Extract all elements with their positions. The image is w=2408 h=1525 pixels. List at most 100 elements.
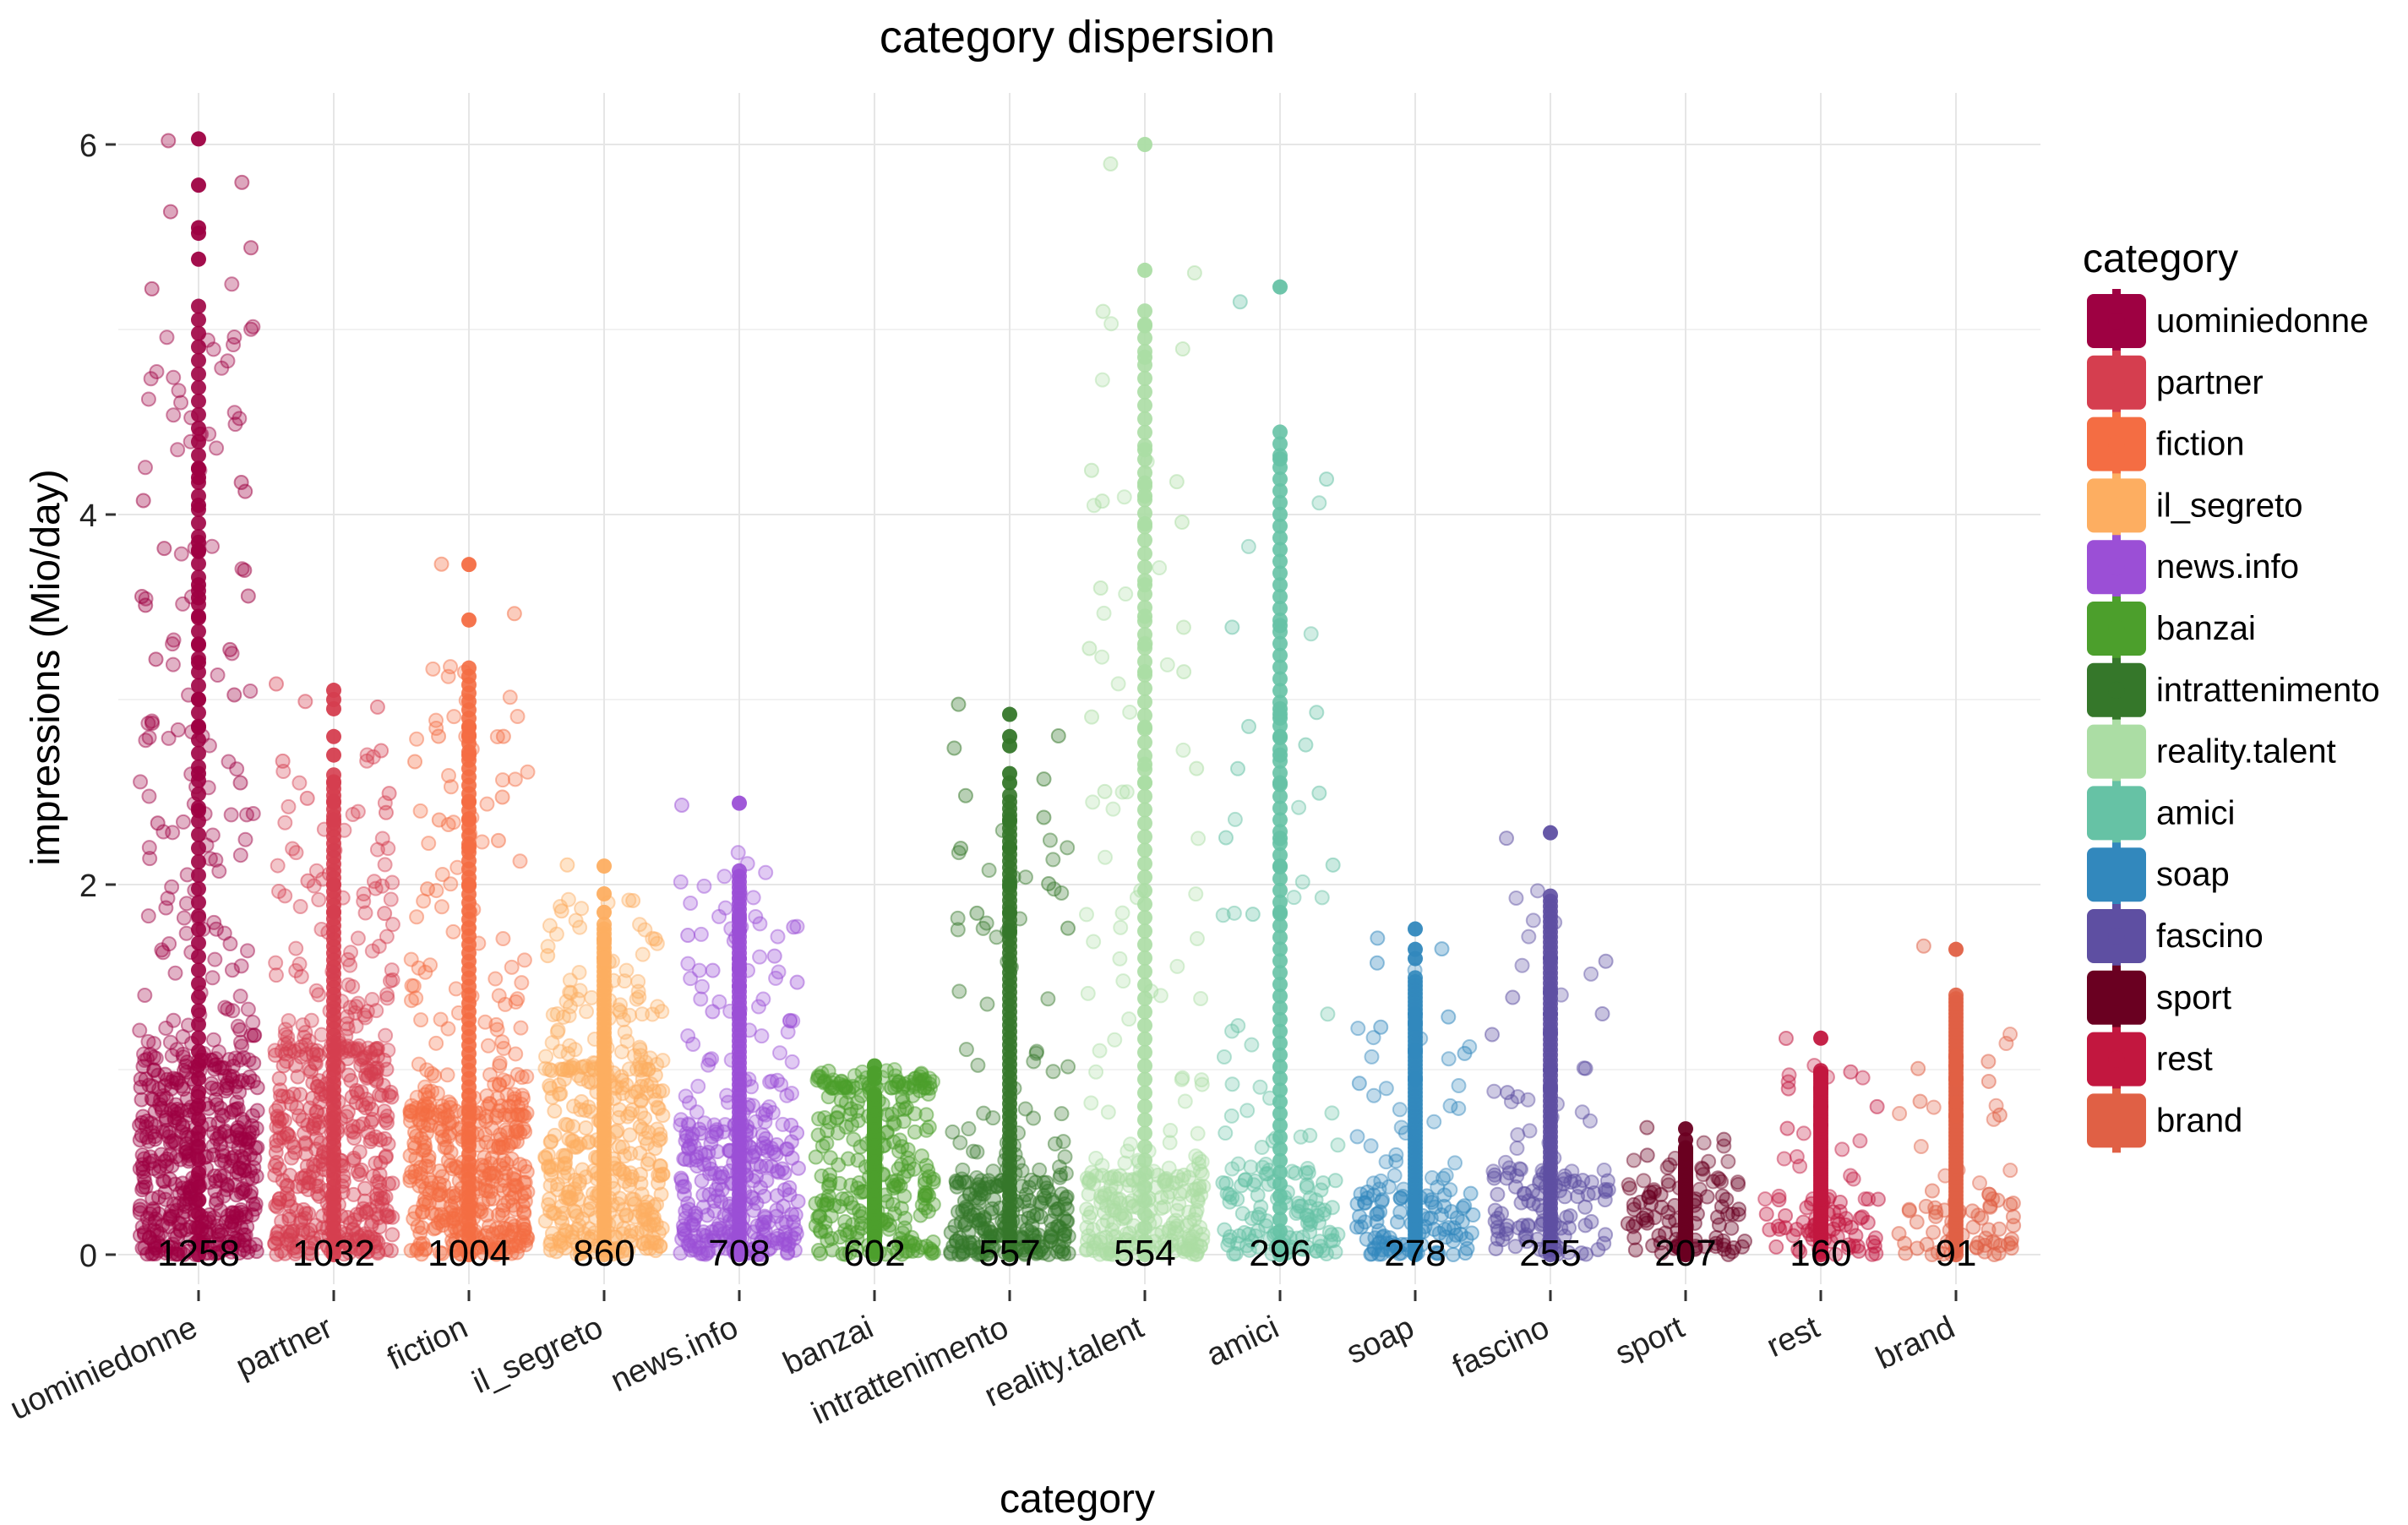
- outlier-point-jitter: [1917, 940, 1931, 953]
- data-point-center: [867, 1087, 882, 1102]
- data-point: [513, 854, 526, 868]
- data-point: [422, 836, 435, 850]
- data-point: [384, 1244, 398, 1257]
- data-point: [167, 634, 181, 647]
- data-point: [1195, 1073, 1208, 1087]
- data-point: [511, 710, 525, 723]
- data-point: [1100, 1199, 1114, 1212]
- data-point: [447, 815, 460, 829]
- data-point: [553, 1044, 567, 1058]
- data-point: [500, 1088, 514, 1102]
- data-point: [1152, 561, 1166, 575]
- data-point-center: [191, 841, 206, 856]
- data-point-center: [1137, 1059, 1152, 1074]
- data-point: [1518, 1187, 1532, 1201]
- data-point: [1513, 1162, 1527, 1175]
- data-point: [1251, 1211, 1265, 1224]
- data-point: [1218, 1223, 1231, 1237]
- data-point: [433, 1197, 446, 1211]
- outlier-point-jitter: [1219, 831, 1233, 844]
- data-point-center: [1137, 1139, 1152, 1154]
- data-point: [1721, 1155, 1735, 1168]
- data-point: [1041, 992, 1054, 1005]
- outlier-point: [1543, 1062, 1558, 1077]
- outlier-point-jitter: [1844, 1065, 1857, 1079]
- data-point-center: [191, 895, 206, 910]
- data-point: [1239, 1174, 1252, 1187]
- outlier-point: [1272, 905, 1288, 920]
- data-points: [133, 131, 2020, 1262]
- outlier-point-jitter: [1911, 1062, 1925, 1076]
- data-point: [760, 1159, 773, 1173]
- data-point: [548, 1104, 561, 1118]
- data-point: [1926, 1184, 1939, 1197]
- outlier-point-jitter: [791, 976, 804, 989]
- data-point: [218, 1000, 232, 1014]
- outlier-point: [732, 1006, 747, 1021]
- outlier-point-jitter: [1914, 1095, 1927, 1108]
- outlier-point-jitter: [145, 282, 159, 296]
- outlier-point: [1272, 748, 1288, 763]
- data-point: [142, 392, 155, 406]
- data-point-center: [191, 1166, 206, 1181]
- data-point: [426, 662, 439, 676]
- data-point: [230, 762, 243, 776]
- data-point: [1189, 887, 1202, 901]
- data-point: [674, 875, 688, 889]
- outlier-point-jitter: [1782, 1082, 1795, 1096]
- data-point: [782, 1188, 796, 1201]
- data-point: [756, 1129, 770, 1142]
- data-point-center: [1137, 1166, 1152, 1181]
- data-point: [951, 1205, 965, 1218]
- data-point-center: [1137, 371, 1152, 386]
- outlier-point-jitter: [1506, 991, 1519, 1005]
- data-point: [1852, 1245, 1866, 1258]
- data-point: [1082, 1188, 1096, 1201]
- outlier-point-jitter: [1190, 762, 1203, 776]
- data-point: [442, 670, 455, 684]
- data-point: [208, 953, 221, 967]
- data-point-center: [1137, 735, 1152, 750]
- data-point: [225, 277, 238, 291]
- data-point: [270, 968, 283, 982]
- data-point-center: [191, 787, 206, 802]
- data-point: [171, 443, 184, 456]
- data-point-center: [191, 299, 206, 314]
- data-point: [176, 597, 189, 611]
- data-point: [1196, 1179, 1210, 1193]
- data-point: [226, 1070, 240, 1083]
- data-point: [544, 1135, 558, 1148]
- outlier-point: [1137, 636, 1152, 651]
- data-point: [209, 1093, 222, 1107]
- data-point: [760, 1103, 773, 1117]
- outlier-point: [191, 226, 206, 241]
- data-point: [405, 994, 418, 1007]
- outlier-point: [732, 796, 747, 811]
- data-point: [410, 910, 423, 923]
- outlier-point: [1002, 840, 1017, 855]
- outlier-point: [1948, 1095, 1964, 1110]
- data-point: [1927, 1101, 1941, 1114]
- data-point: [1727, 1241, 1741, 1255]
- data-point: [1108, 1033, 1121, 1047]
- outlier-point-jitter: [913, 1070, 927, 1083]
- data-point: [983, 863, 996, 877]
- outlier-point: [1813, 1099, 1828, 1114]
- data-point: [351, 1042, 364, 1055]
- data-point: [478, 1128, 492, 1141]
- outlier-point: [1137, 350, 1152, 365]
- data-point: [364, 1065, 378, 1078]
- data-point: [635, 1223, 649, 1237]
- data-point: [1314, 1239, 1327, 1253]
- outlier-point-jitter: [1370, 956, 1384, 970]
- data-point: [1663, 1158, 1676, 1172]
- data-point: [297, 1179, 310, 1193]
- data-point: [1256, 1141, 1269, 1154]
- data-point: [273, 1193, 286, 1206]
- data-point: [172, 384, 185, 397]
- data-point: [358, 1182, 372, 1195]
- data-point: [515, 976, 528, 989]
- data-point: [971, 1059, 984, 1072]
- data-point: [1236, 1206, 1250, 1220]
- data-point: [1046, 1065, 1060, 1078]
